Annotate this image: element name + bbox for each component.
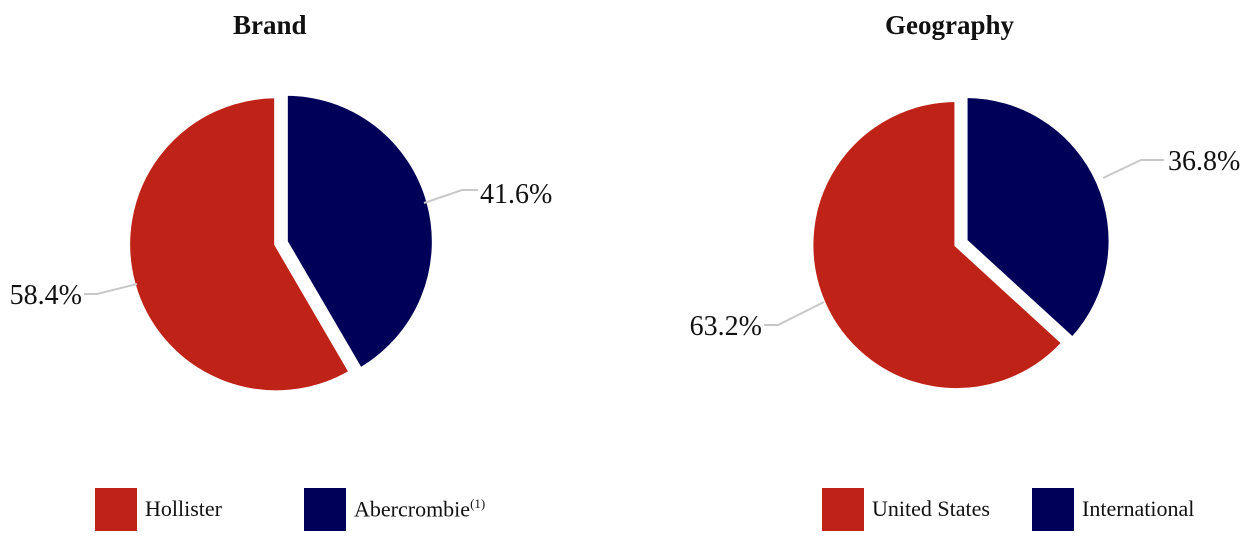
data-label-united-states: 63.2% bbox=[690, 311, 762, 342]
pie-slice-united-states bbox=[809, 98, 1067, 393]
leader-line-united-states bbox=[764, 301, 825, 326]
legend-label-abercrombie: Abercrombie(1) bbox=[354, 496, 485, 522]
geography-chart-title: Geography bbox=[885, 10, 1015, 40]
data-label-abercrombie: 41.6% bbox=[480, 179, 552, 210]
legend-swatch-united-states bbox=[822, 488, 864, 531]
legend-footnote-marker: (1) bbox=[470, 496, 486, 511]
pie-slice-international bbox=[963, 93, 1113, 342]
legend-swatch-hollister bbox=[95, 488, 137, 531]
pie-slice-hollister bbox=[126, 94, 354, 395]
leader-line-international bbox=[1102, 159, 1164, 179]
leader-line-hollister bbox=[84, 283, 138, 295]
brand-chart-title: Brand bbox=[233, 10, 307, 40]
pie-slice-abercrombie bbox=[283, 91, 436, 373]
data-label-hollister: 58.4% bbox=[10, 280, 82, 311]
data-label-international: 36.8% bbox=[1168, 146, 1240, 177]
legend-label-abercrombie-text: Abercrombie bbox=[354, 496, 471, 522]
geography-chart-panel: Geography 36.8% 63.2% United States Inter… bbox=[626, 0, 1251, 541]
leader-line-abercrombie bbox=[423, 189, 478, 204]
legend-label-international: International bbox=[1082, 496, 1195, 521]
brand-chart-panel: Brand 41.6% 58.4% Hollister Abercrombie(1… bbox=[0, 0, 625, 541]
brand-pie-chart: 41.6% 58.4% bbox=[10, 91, 552, 395]
legend-swatch-international bbox=[1032, 488, 1074, 531]
legend-label-hollister: Hollister bbox=[145, 496, 222, 521]
legend-swatch-abercrombie bbox=[304, 488, 346, 531]
geography-pie-chart: 36.8% 63.2% bbox=[690, 93, 1240, 393]
legend-label-united-states: United States bbox=[872, 496, 990, 521]
